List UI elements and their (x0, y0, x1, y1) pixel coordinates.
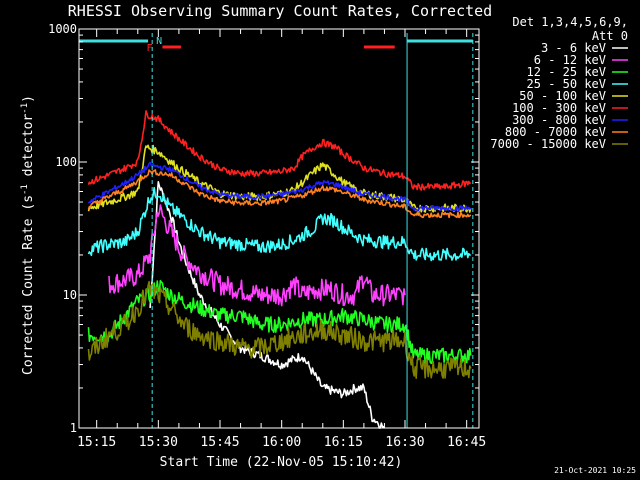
x-tick-label: 16:15 (324, 435, 363, 450)
annotation-n: N (156, 36, 162, 47)
plot-frame (78, 28, 480, 429)
x-tick-label: 15:15 (77, 435, 116, 450)
legend-label-100-300-kev: 100 - 300 keV (512, 101, 606, 115)
chart-title: RHESSI Observing Summary Count Rates, Co… (68, 2, 492, 20)
x-axis-label: Start Time (22-Nov-05 15:10:42) (160, 455, 403, 470)
y-axis-label-sup2: -1 (20, 103, 30, 114)
x-tick-label: 16:00 (262, 435, 301, 450)
series-100-300-kev (87, 110, 472, 191)
legend-label-6-12-kev: 6 - 12 keV (534, 53, 606, 67)
annotation-f: F (146, 43, 152, 54)
legend-label-800-7000-kev: 800 - 7000 keV (505, 125, 606, 139)
y-tick-label: 1 (70, 421, 77, 435)
x-tick-label: 16:30 (385, 435, 424, 450)
legend-label-50-100-kev: 50 - 100 keV (519, 89, 606, 103)
legend-label-12-25-kev: 12 - 25 keV (527, 65, 606, 79)
generation-timestamp: 21-Oct-2021 10:25 (554, 466, 636, 475)
legend-label-3-6-kev: 3 - 6 keV (541, 41, 606, 55)
legend-header-line-1: Det 1,3,4,5,6,9, (512, 15, 628, 29)
y-axis-label-end: ) (21, 95, 36, 103)
y-axis-label-sup1: -1 (20, 184, 30, 195)
series-6-12-kev (108, 204, 406, 307)
y-axis-label-mid: detector (21, 114, 36, 185)
x-tick-label: 15:30 (139, 435, 178, 450)
legend-label-300-800-kev: 300 - 800 keV (512, 113, 606, 127)
y-tick-label: 10 (63, 288, 77, 302)
series-25-50-kev (87, 186, 471, 262)
y-tick-label: 1000 (48, 22, 77, 36)
x-tick-label: 16:45 (447, 435, 486, 450)
legend-label-25-50-kev: 25 - 50 keV (527, 77, 606, 91)
y-tick-label: 100 (55, 155, 77, 169)
y-axis-label: Corrected Count Rate (s-1 detector-1) (20, 95, 36, 375)
y-axis-label-main: Corrected Count Rate (s (21, 195, 36, 375)
x-tick-label: 15:45 (200, 435, 239, 450)
legend-header-line-2: Att 0 (592, 29, 628, 43)
legend-label-7000-15000-kev: 7000 - 15000 keV (490, 137, 606, 151)
axes-layer: 1 10 100 1000 15:15 15:30 15:45 16:00 16:15 16:30… (48, 22, 486, 450)
